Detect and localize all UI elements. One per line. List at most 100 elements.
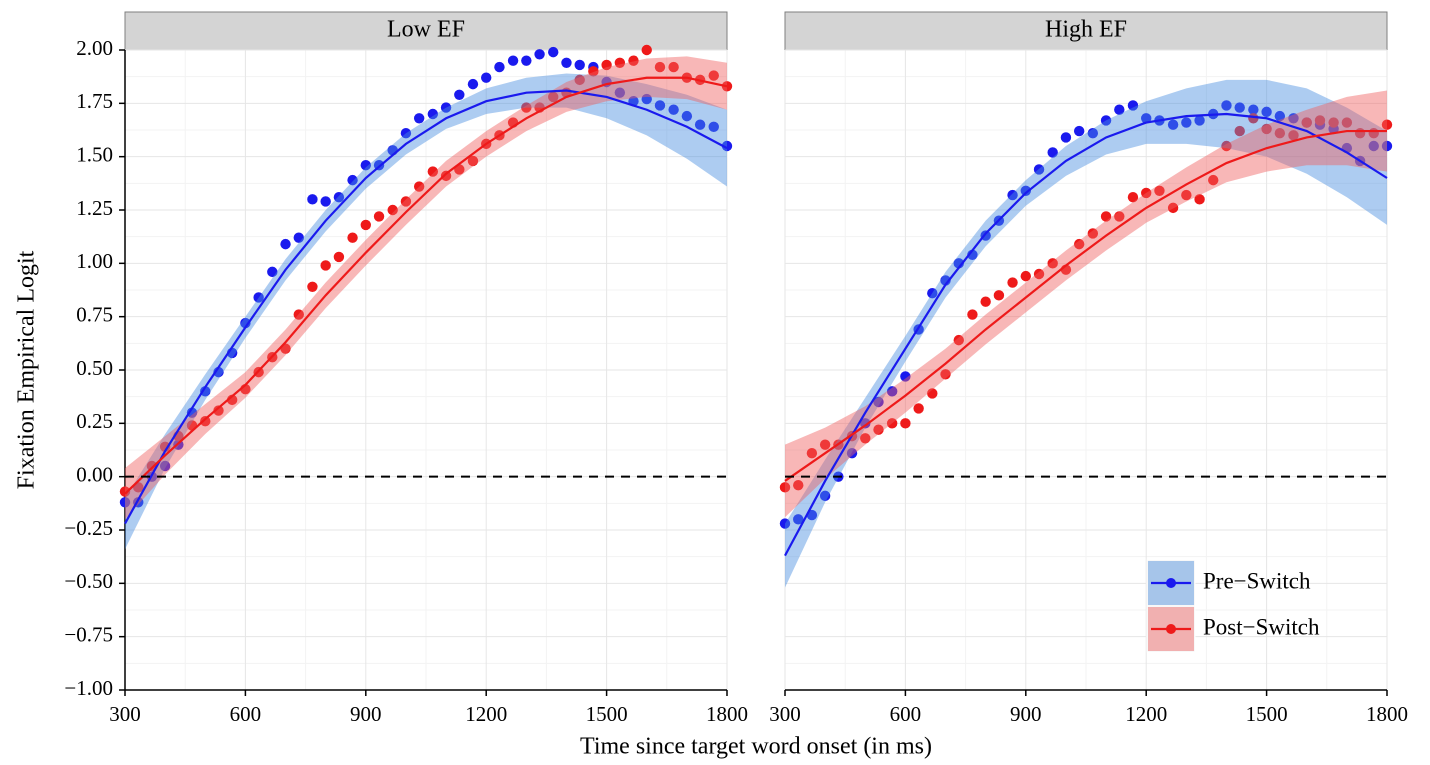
x-tick-label: 300 [109, 702, 141, 726]
point [507, 55, 519, 66]
point [793, 514, 804, 525]
x-tick-label: 1800 [1366, 702, 1408, 726]
x-tick-label: 600 [890, 702, 922, 726]
point [159, 441, 171, 452]
fit-line [124, 76, 728, 495]
point [360, 219, 371, 231]
point [1100, 115, 1112, 126]
legend-label: Post−Switch [1203, 614, 1320, 639]
point [900, 371, 911, 382]
point [1274, 128, 1286, 139]
point [333, 192, 345, 203]
confidence-band [785, 79, 1387, 588]
x-tick-label: 1500 [1246, 702, 1288, 726]
point [1127, 100, 1139, 111]
panel-strip [784, 11, 1388, 51]
point [333, 251, 345, 263]
point [1167, 119, 1179, 130]
point [1154, 185, 1165, 196]
point [1341, 117, 1353, 128]
point [159, 460, 171, 472]
point [200, 416, 211, 427]
point [846, 448, 858, 459]
point [1141, 187, 1152, 199]
y-tick-label: 0.50 [76, 356, 113, 380]
point [819, 439, 831, 450]
x-tick-label: 900 [1010, 702, 1042, 726]
point [873, 396, 884, 408]
point [440, 102, 452, 113]
x-tick-label: 1800 [706, 702, 748, 726]
point [681, 110, 693, 122]
y-tick-label: −0.50 [64, 569, 113, 593]
point [793, 480, 804, 491]
point [119, 486, 131, 497]
x-tick-label: 300 [769, 702, 801, 726]
point [940, 369, 951, 380]
point [628, 55, 639, 66]
point [267, 266, 278, 278]
point [1047, 147, 1058, 158]
point [779, 482, 791, 493]
point [1248, 104, 1259, 115]
fit-line [784, 129, 1387, 482]
point [819, 490, 831, 502]
point [654, 100, 666, 111]
y-axis-label: Fixation Empirical Logit [14, 250, 40, 489]
point [654, 61, 666, 73]
point [1221, 140, 1232, 152]
point [413, 181, 425, 192]
point [1208, 174, 1219, 186]
point [1073, 125, 1085, 137]
point [427, 108, 439, 120]
point [574, 74, 585, 86]
point [588, 66, 599, 77]
point [708, 121, 719, 132]
point [1060, 132, 1072, 143]
point [213, 405, 224, 416]
point [521, 55, 532, 66]
point [1141, 113, 1152, 124]
point [307, 194, 318, 205]
y-tick-label: 1.25 [76, 196, 113, 220]
y-tick-label: −0.75 [64, 622, 113, 646]
y-tick-label: 0.25 [76, 409, 113, 433]
point [927, 288, 938, 299]
point [601, 59, 612, 71]
legend-key-point [1166, 578, 1176, 588]
x-tick-label: 600 [230, 702, 262, 726]
point [534, 49, 545, 60]
point [980, 296, 991, 307]
point [1033, 268, 1045, 280]
point [253, 292, 264, 303]
point [119, 497, 131, 508]
point [307, 281, 318, 292]
point [1234, 125, 1245, 137]
panel-strip [124, 11, 728, 51]
point [1261, 123, 1272, 135]
point [521, 102, 532, 113]
point [320, 260, 331, 271]
point [467, 78, 479, 90]
point [1301, 117, 1312, 128]
point [721, 81, 733, 92]
point [641, 44, 652, 56]
point [860, 433, 871, 444]
point [1181, 189, 1192, 201]
point [668, 104, 679, 115]
point [400, 128, 412, 139]
point [293, 232, 304, 243]
x-axis-label: Time since target word onset (in ms) [580, 734, 932, 760]
point [1114, 211, 1125, 222]
point [1368, 140, 1379, 152]
point [1020, 270, 1031, 282]
x-tick-label: 1200 [1125, 702, 1167, 726]
point [614, 57, 626, 68]
point [373, 211, 385, 222]
point [953, 334, 964, 346]
panel-title: High EF [1045, 17, 1127, 43]
x-tick-label: 1500 [586, 702, 628, 726]
point [967, 309, 978, 320]
fit-line [784, 112, 1388, 557]
point [347, 232, 358, 243]
